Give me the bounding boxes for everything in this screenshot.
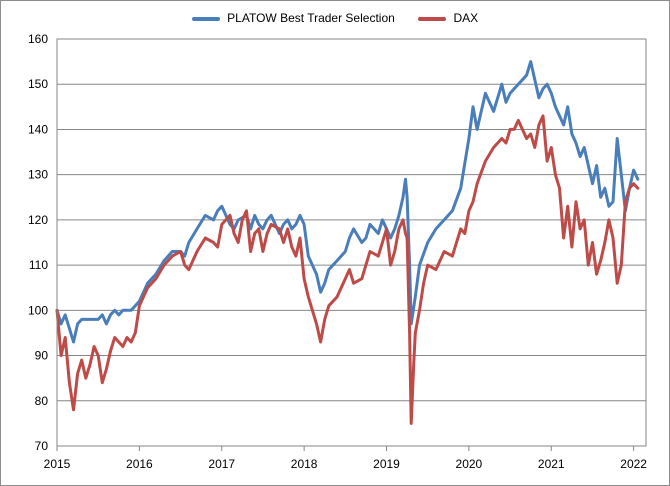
gridlines: [57, 38, 646, 447]
y-tick-label-100: 100: [28, 303, 48, 317]
y-tick-label-110: 110: [29, 258, 48, 272]
x-tick-label-2022: 2022: [620, 457, 647, 471]
legend-item-platow: PLATOW Best Trader Selection: [191, 10, 395, 25]
series-layer: [55, 60, 640, 425]
y-tick-label-120: 120: [28, 213, 48, 227]
y-tick-label-70: 70: [35, 439, 49, 453]
series-line-dax: [55, 114, 640, 425]
legend-item-dax: DAX: [418, 11, 478, 25]
x-tick-label-2017: 2017: [208, 457, 235, 471]
y-tick-label-80: 80: [35, 394, 49, 408]
x-tick-label-2021: 2021: [538, 457, 565, 471]
legend-label-dax: DAX: [453, 10, 479, 25]
x-tick-label-2019: 2019: [373, 457, 400, 471]
legend-swatch-platow: [191, 16, 220, 21]
y-tick-label-150: 150: [28, 77, 48, 91]
legend-swatch-dax: [418, 16, 447, 21]
x-tick-label-2016: 2016: [126, 457, 153, 471]
legend-label-platow: PLATOW Best Trader Selection: [227, 10, 395, 25]
y-tick-label-140: 140: [28, 122, 48, 136]
y-tick-label-90: 90: [35, 349, 49, 363]
y-axis-ticks: 70 80 90 100 110 120 130 140 150 160: [28, 32, 48, 453]
plot-area-border: [56, 38, 647, 447]
x-tick-label-2015: 2015: [44, 457, 71, 471]
x-tick-label-2020: 2020: [456, 457, 483, 471]
y-tick-label-130: 130: [28, 168, 48, 182]
series-line-platow: [55, 60, 640, 344]
legend: PLATOW Best Trader Selection DAX: [0, 10, 670, 25]
x-tick-label-2018: 2018: [291, 457, 318, 471]
y-tick-label-160: 160: [28, 32, 48, 46]
x-axis-ticks: 2015 2016 2017 2018 2019 2020 2021 2022: [44, 446, 647, 471]
